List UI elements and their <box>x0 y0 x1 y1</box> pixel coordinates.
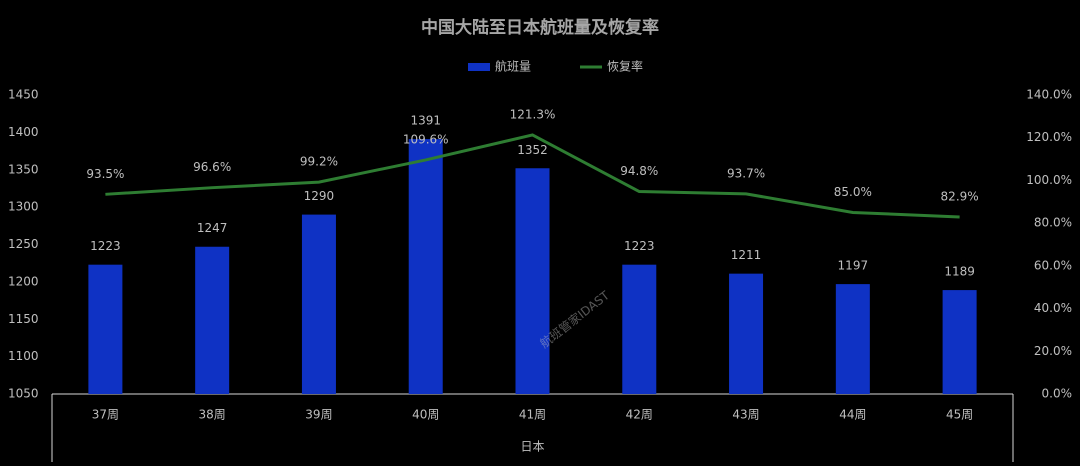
x-tick-label: 42周 <box>626 408 653 422</box>
y-tick-label: 1200 <box>8 274 39 288</box>
line <box>105 133 960 219</box>
x-tick-label: 41周 <box>519 408 546 422</box>
bar-value-label: 1211 <box>731 248 762 262</box>
line-value-label: 94.8% <box>620 164 658 178</box>
bar-value-label: 1223 <box>90 239 121 253</box>
line-value-label: 82.9% <box>941 189 979 203</box>
legend-label: 恢复率 <box>607 59 643 74</box>
y2-tick-label: 100.0% <box>1026 173 1072 187</box>
bar-value-label: 1290 <box>304 189 335 203</box>
y2-tick-label: 0.0% <box>1042 387 1073 401</box>
y-tick-label: 1350 <box>8 162 39 176</box>
bar <box>515 168 550 394</box>
y2-tick-label: 80.0% <box>1034 216 1072 230</box>
y-tick-label: 1450 <box>8 88 39 102</box>
y2-tick-label: 40.0% <box>1034 301 1072 315</box>
bar-value-label: 1189 <box>944 265 975 279</box>
bar <box>622 264 657 394</box>
x-tick-label: 45周 <box>946 408 973 422</box>
line-value-label: 85.0% <box>834 185 872 199</box>
line-value-label: 99.2% <box>300 155 338 169</box>
x-tick-label: 44周 <box>839 408 866 422</box>
bar-value-label: 1247 <box>197 221 228 235</box>
bar <box>408 139 443 394</box>
y-tick-label: 1050 <box>8 387 39 401</box>
line-value-label: 93.5% <box>86 167 124 181</box>
y2-tick-label: 140.0% <box>1026 88 1072 102</box>
line-value-label: 96.6% <box>193 160 231 174</box>
y-tick-label: 1100 <box>8 349 39 363</box>
y2-tick-label: 60.0% <box>1034 258 1072 272</box>
y2-tick-label: 20.0% <box>1034 344 1072 358</box>
line-value-label: 121.3% <box>510 107 556 121</box>
x-tick-label: 39周 <box>305 408 332 422</box>
bar <box>942 290 977 394</box>
y-tick-label: 1150 <box>8 312 39 326</box>
y2-tick-label: 120.0% <box>1026 130 1072 144</box>
bar <box>835 284 870 394</box>
bar-value-label: 1197 <box>838 259 869 273</box>
x-group-label: 日本 <box>520 440 544 454</box>
bar <box>195 246 230 394</box>
x-tick-label: 38周 <box>199 408 226 422</box>
chart-title: 中国大陆至日本航班量及恢复率 <box>421 17 659 38</box>
line-value-label: 109.6% <box>403 132 449 146</box>
x-tick-label: 37周 <box>92 408 119 422</box>
legend-label: 航班量 <box>495 59 531 74</box>
bar <box>88 264 123 394</box>
bar-value-label: 1391 <box>410 114 441 128</box>
line-value-label: 93.7% <box>727 166 765 180</box>
bar-value-label: 1223 <box>624 239 655 253</box>
x-tick-label: 43周 <box>732 408 759 422</box>
bar-value-label: 1352 <box>517 143 548 157</box>
y-tick-label: 1250 <box>8 237 39 251</box>
x-tick-label: 40周 <box>412 408 439 422</box>
y-tick-label: 1300 <box>8 200 39 214</box>
bar <box>301 214 336 394</box>
bar <box>729 273 764 394</box>
y-tick-label: 1400 <box>8 125 39 139</box>
legend-swatch <box>468 63 490 71</box>
